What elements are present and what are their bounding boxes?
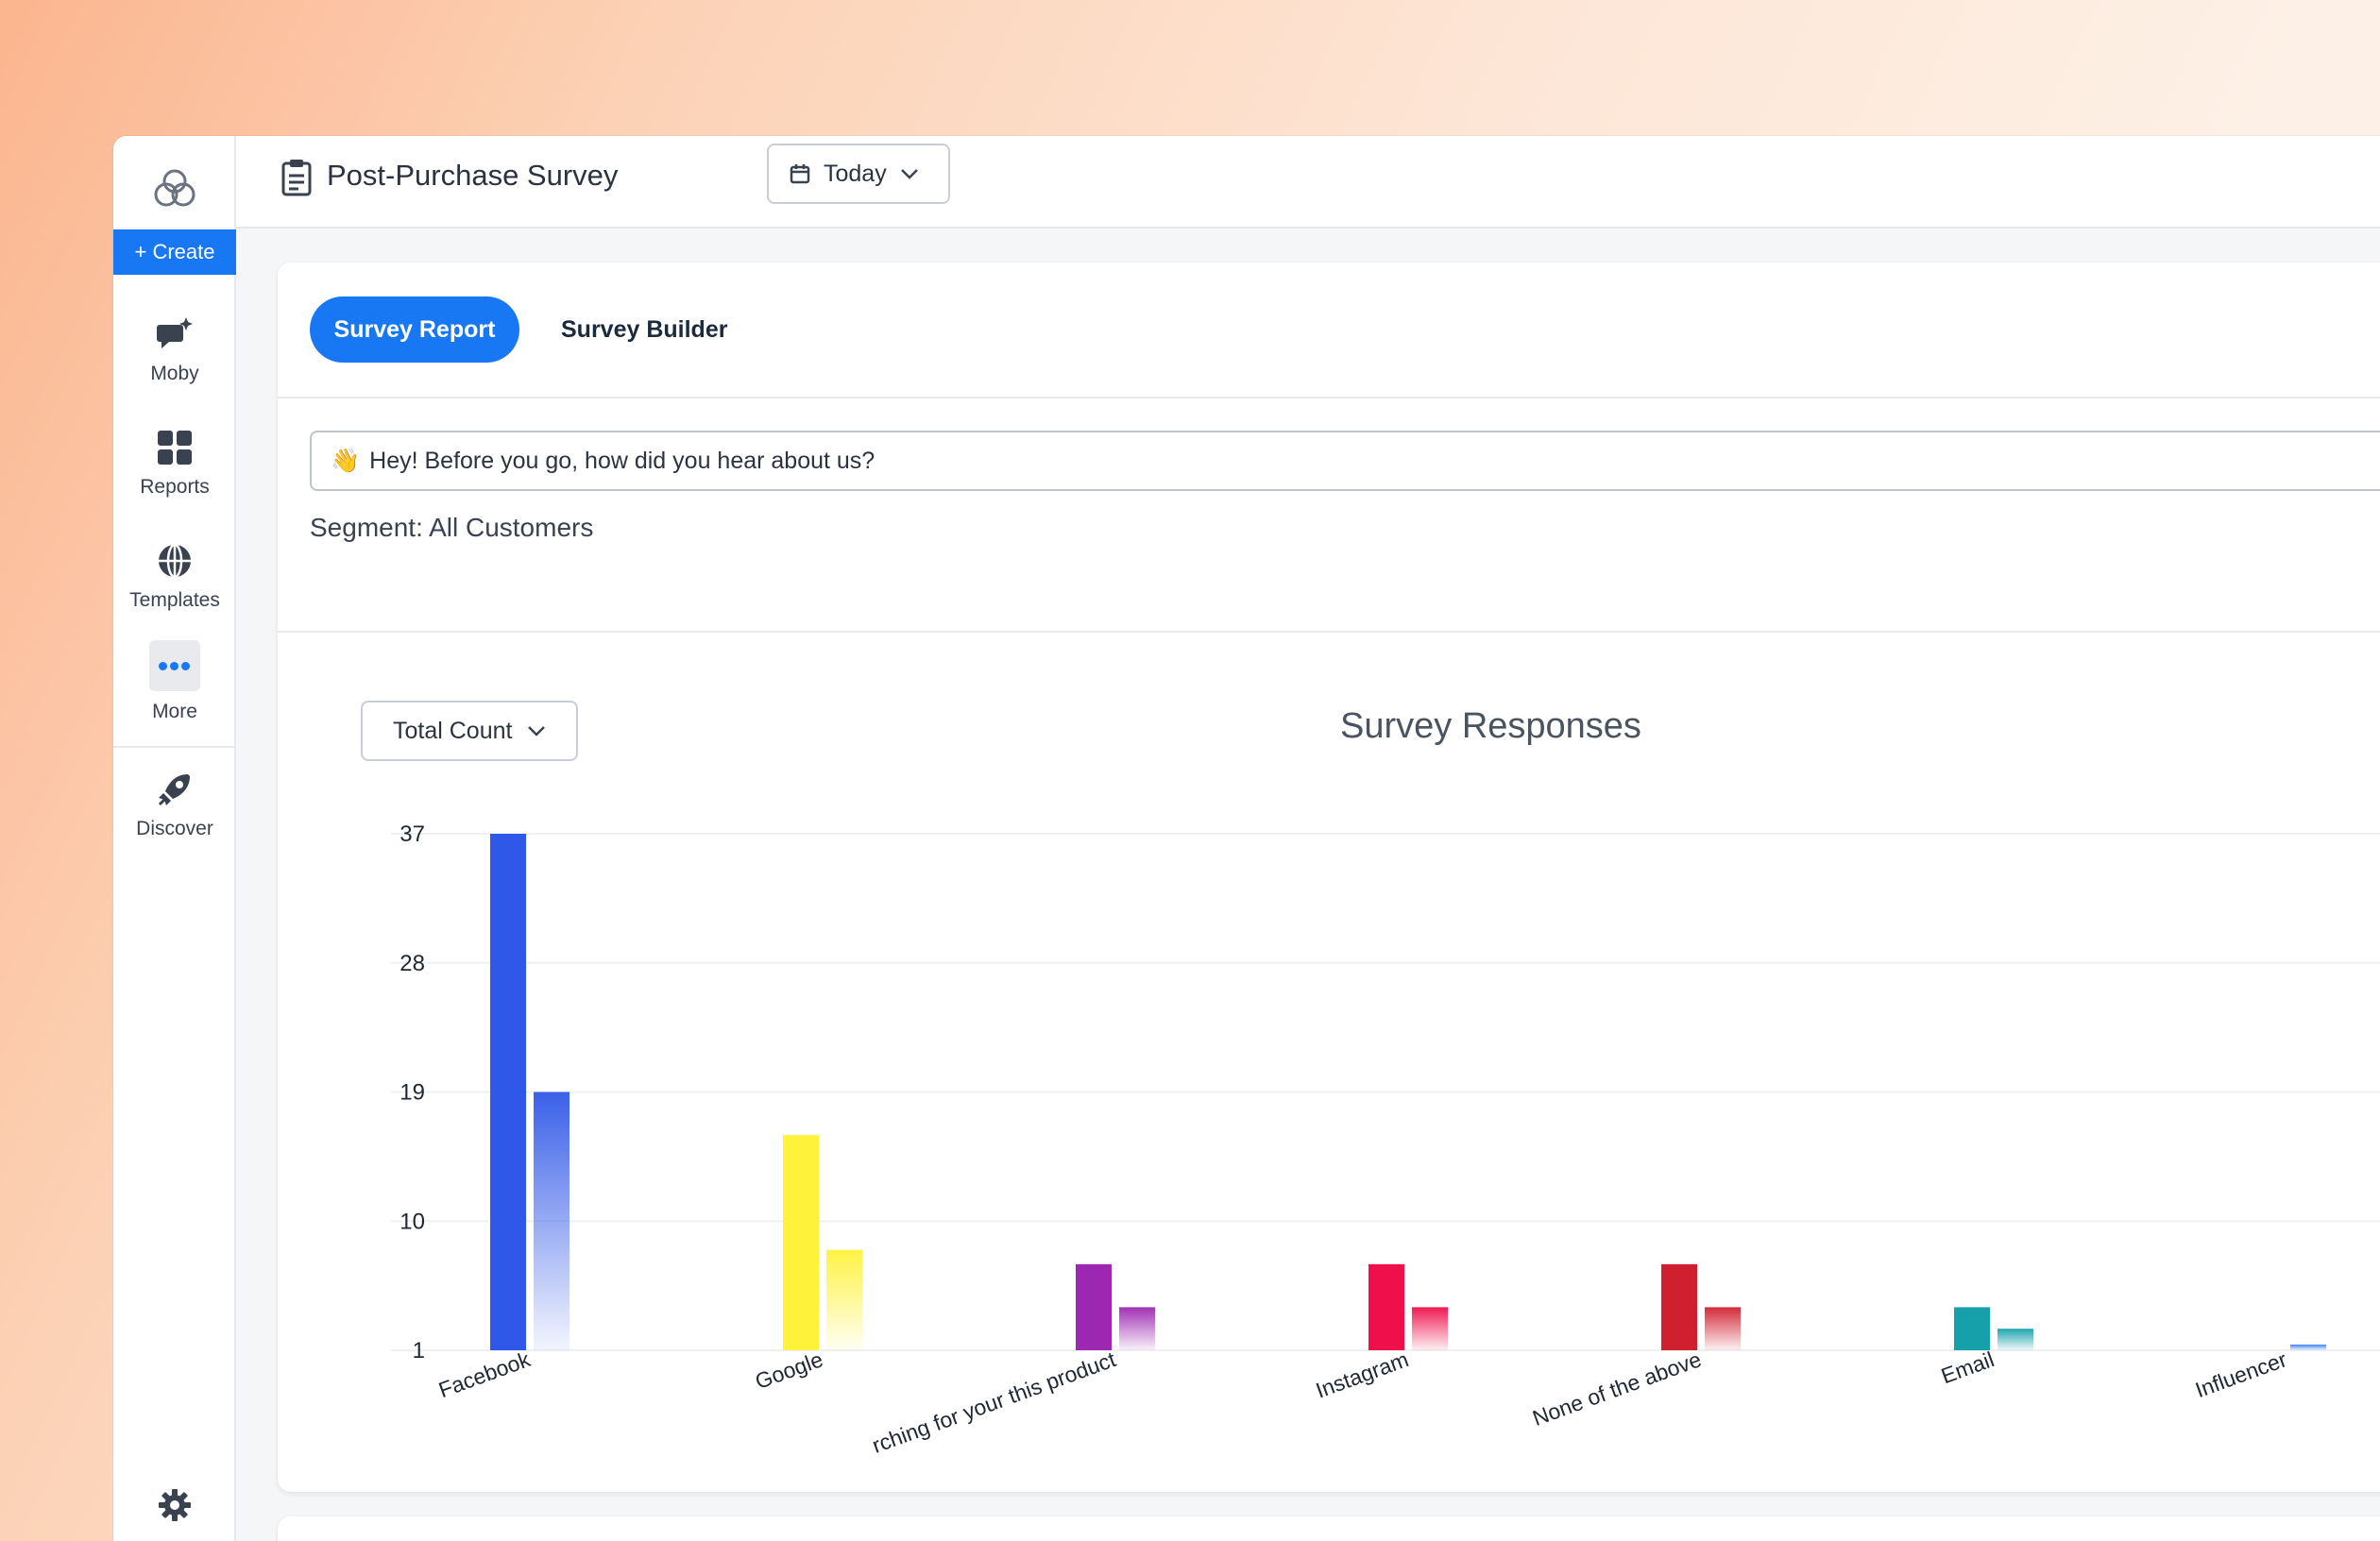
chart-title: Survey Responses [1340, 706, 1641, 746]
sidebar-item-reports[interactable]: Reports [113, 429, 236, 499]
tab-survey-report[interactable]: Survey Report [310, 296, 519, 363]
sidebar-item-templates[interactable]: Templates [113, 542, 236, 612]
segment-label: Segment: All Customers [310, 513, 594, 542]
x-tick-label: Facebook [435, 1346, 534, 1402]
more-dots-icon [149, 640, 200, 691]
x-tick-label: rching for your this product [869, 1346, 1119, 1458]
globe-icon [159, 543, 191, 579]
bar-series-2[interactable] [1998, 1329, 2033, 1350]
calendar-icon [790, 164, 810, 184]
settings-gear-icon[interactable] [158, 1488, 192, 1522]
y-tick-label: 37 [400, 821, 425, 847]
top-bar: Post-Purchase Survey Today [236, 136, 2380, 229]
rocket-icon [158, 774, 190, 806]
question-text: Hey! Before you go, how did you hear abo… [369, 447, 876, 474]
filter-divider [278, 631, 2380, 633]
sidebar-item-discover-label: Discover [136, 818, 213, 839]
sidebar-item-moby[interactable]: Moby [113, 315, 236, 385]
bar-series-1[interactable] [490, 834, 526, 1350]
date-range-dropdown[interactable]: Today [767, 144, 950, 204]
sidebar-item-templates-label: Templates [129, 589, 220, 611]
bar-series-2[interactable] [2290, 1344, 2326, 1350]
page-title: Post-Purchase Survey [327, 159, 619, 192]
bar-series-1[interactable] [783, 1135, 819, 1350]
sidebar-item-discover[interactable]: Discover [113, 770, 236, 840]
x-tick-label: Google [752, 1346, 826, 1394]
bar-series-1[interactable] [1368, 1263, 1404, 1350]
x-tick-label: None of the above [1529, 1346, 1705, 1431]
metric-dropdown-label: Total Count [393, 717, 513, 744]
bar-series-2[interactable] [1705, 1307, 1741, 1350]
sidebar-item-moby-label: Moby [150, 363, 199, 384]
app-logo-icon[interactable] [147, 161, 202, 215]
y-tick-label: 10 [400, 1209, 425, 1234]
chevron-down-icon [528, 726, 546, 737]
bar-series-2[interactable] [1119, 1307, 1155, 1350]
sidebar-divider [113, 746, 236, 748]
survey-report-card: Survey Report Survey Builder 👋 Hey! Befo… [278, 262, 2380, 1492]
sidebar-item-more-label: More [152, 701, 197, 722]
tabs-divider [278, 397, 2380, 398]
create-button-label: + Create [134, 240, 215, 263]
wave-emoji-icon: 👋 [331, 447, 361, 474]
bar-series-1[interactable] [1954, 1307, 1990, 1350]
sidebar: + Create Moby Reports Temp [113, 136, 236, 1541]
tab-survey-builder[interactable]: Survey Builder [561, 316, 728, 343]
y-tick-label: 19 [400, 1080, 425, 1106]
sidebar-item-reports-label: Reports [140, 476, 210, 498]
next-card [278, 1516, 2380, 1541]
grid-icon [158, 431, 192, 465]
create-button[interactable]: + Create [113, 229, 236, 275]
metric-dropdown[interactable]: Total Count [361, 701, 578, 761]
bar-series-2[interactable] [1412, 1307, 1448, 1350]
survey-responses-chart: 1 10 19 28 37 Facebook Google rching for your t… [391, 821, 2380, 1458]
y-tick-label: 1 [413, 1338, 425, 1363]
bar-series-1[interactable] [1076, 1263, 1112, 1350]
sidebar-item-more[interactable]: More [113, 640, 236, 723]
clipboard-icon [281, 160, 312, 196]
app-window: + Create Moby Reports Temp [113, 136, 2380, 1541]
y-tick-label: 28 [400, 951, 425, 976]
moby-chat-icon [157, 317, 193, 348]
bar-series-2[interactable] [534, 1092, 570, 1351]
chevron-down-icon [900, 169, 918, 179]
bar-series-1[interactable] [1661, 1263, 1697, 1350]
bar-series-2[interactable] [826, 1249, 862, 1350]
tab-survey-report-label: Survey Report [333, 315, 496, 343]
date-range-label: Today [824, 160, 887, 187]
x-tick-label: Email [1938, 1346, 1998, 1388]
x-tick-label: Instagram [1313, 1346, 1412, 1402]
x-tick-label: Influencer [2192, 1346, 2290, 1402]
question-dropdown[interactable]: 👋 Hey! Before you go, how did you hear a… [310, 431, 2380, 491]
